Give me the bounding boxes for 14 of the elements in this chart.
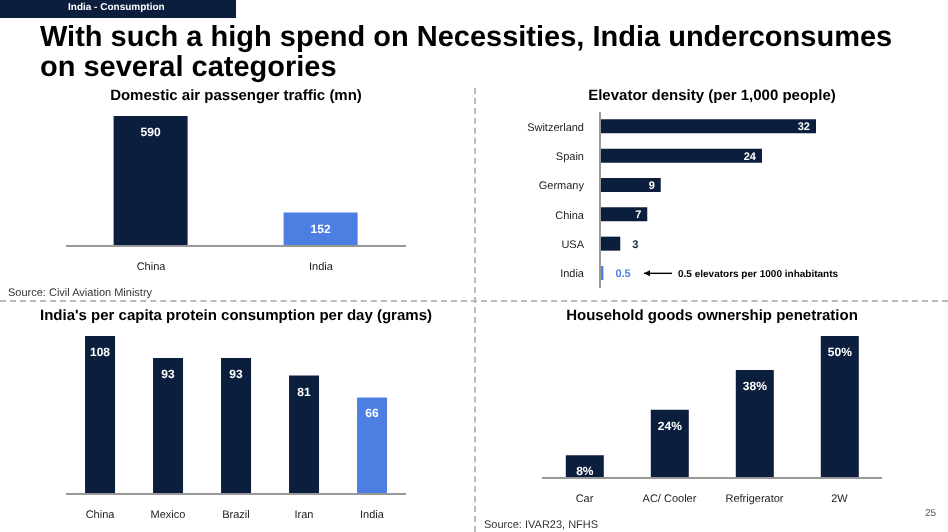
bar (357, 397, 388, 494)
bar (600, 119, 816, 134)
bar (600, 207, 648, 222)
bar (289, 375, 320, 494)
bar (600, 148, 762, 163)
text: With such a high spend on Necessities, India underconsumes on several categories (40, 22, 895, 84)
bar (820, 336, 859, 478)
bar (153, 357, 184, 494)
bar (600, 236, 621, 251)
bar (650, 409, 689, 478)
bar (221, 357, 252, 494)
bar (600, 178, 661, 192)
bar (735, 370, 774, 478)
bar (85, 336, 116, 494)
